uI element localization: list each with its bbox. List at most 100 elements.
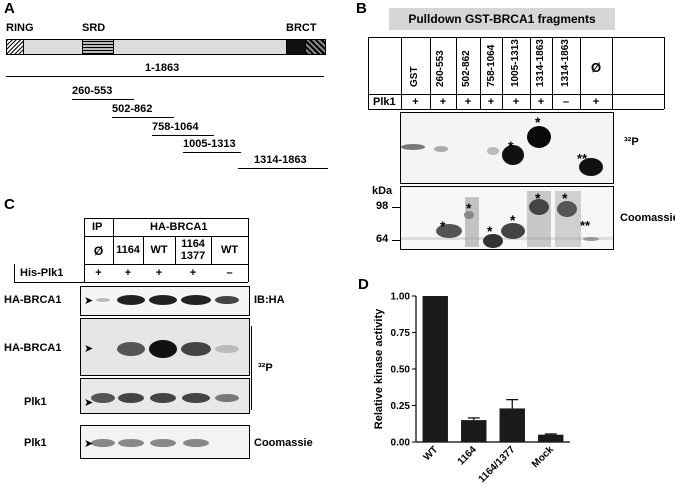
c-grid-sep — [211, 236, 212, 264]
band-arrow-icon: ➤ — [84, 397, 94, 409]
coomassie-label-c: Coomassie — [254, 437, 313, 449]
double-star-marker: ** — [577, 151, 588, 166]
lane-c-empty: Ø — [93, 244, 104, 258]
y-axis-title: Relative kinase activity — [373, 308, 385, 429]
lane-sep — [401, 37, 402, 109]
row-label-ha-brca1-ib: HA-BRCA1 — [4, 294, 62, 306]
ib-ha-blot — [80, 286, 250, 316]
fragment-line-1314-1863 — [238, 168, 328, 169]
lane-grid-mid — [368, 94, 664, 95]
lane-sep — [552, 37, 553, 109]
lane-c-1164: 1164 — [116, 244, 140, 256]
kda-label: kDa — [372, 185, 393, 197]
y-tick-label: 0.25 — [391, 401, 411, 412]
c-grid-his-left — [14, 264, 15, 282]
plk1-cell: + — [512, 96, 520, 108]
coomassie-plk1-blot-c — [80, 425, 250, 459]
ib-ha-label: IB:HA — [254, 294, 285, 306]
lane-c-wt-2: WT — [220, 244, 239, 256]
lane-grid-right — [664, 37, 665, 109]
srd-domain-label: SRD — [82, 22, 106, 34]
lane-label-empty: Ø — [591, 60, 602, 75]
lane-grid-left — [368, 37, 369, 109]
bar — [422, 296, 448, 442]
fragment-label-502-862: 502-862 — [112, 103, 153, 115]
c-grid-sep — [143, 236, 144, 264]
fragment-line-1-1863 — [6, 76, 324, 77]
lane-label-260-553: 260-553 — [435, 50, 446, 87]
brct-domain-box-1 — [286, 39, 306, 55]
autoradiograph-plk1-blot-c — [80, 378, 250, 414]
row-label-ha-brca1-32p: HA-BRCA1 — [4, 342, 62, 354]
star-marker: * — [508, 138, 514, 154]
his-plk1-label: His-Plk1 — [20, 267, 64, 279]
star-marker: * — [562, 190, 568, 206]
c-grid-bottom — [14, 282, 248, 283]
plk1-row-label: Plk1 — [373, 96, 396, 108]
band-arrow-icon: ➤ — [84, 438, 94, 450]
x-tick-label: WT — [422, 444, 441, 463]
y-tick-label: 1.00 — [391, 292, 411, 303]
fragment-label-1-1863: 1-1863 — [145, 62, 180, 74]
ha-brca1-header: HA-BRCA1 — [150, 221, 208, 233]
panel-a-label: A — [4, 0, 15, 17]
lane-sep — [612, 37, 613, 109]
his-plk1-cell: + — [95, 267, 102, 279]
lane-label-1314-1863-noplk: 1314-1863 — [560, 39, 571, 87]
lane-label-502-862: 502-862 — [461, 50, 472, 87]
c-grid-ip-sep — [113, 218, 114, 264]
lane-label-1005-1313: 1005-1313 — [510, 39, 521, 87]
plk1-cell: + — [592, 96, 600, 108]
band-arrow-icon: ➤ — [84, 295, 94, 307]
his-plk1-cell: + — [124, 267, 132, 279]
plk1-cell: + — [412, 96, 419, 108]
y-tick-label: 0.75 — [391, 328, 411, 339]
star-marker: * — [466, 200, 472, 216]
bar — [461, 420, 487, 442]
panel-d-label: D — [358, 276, 369, 293]
x-tick-label: 1164/1377 — [477, 444, 518, 485]
ring-domain-box — [6, 39, 24, 55]
brct-domain-box-2 — [305, 39, 326, 55]
plk1-cell: + — [537, 96, 545, 108]
row-label-plk1-coomassie: Plk1 — [24, 437, 47, 449]
plk1-cell: – — [562, 96, 570, 108]
lane-label-758-1064: 758-1064 — [486, 44, 497, 87]
y-tick-label: 0.50 — [391, 365, 411, 376]
lane-sep — [430, 37, 431, 109]
srd-domain-box — [82, 39, 114, 55]
fragment-line-1005-1313 — [183, 152, 241, 153]
panel-b-label: B — [356, 0, 367, 17]
x-tick-label: Mock — [530, 444, 556, 470]
plk1-cell: + — [439, 96, 447, 108]
lane-label-1314-1863: 1314-1863 — [535, 39, 546, 87]
marker-98: 98 — [376, 200, 389, 212]
c-grid-lanes-bottom — [84, 264, 248, 265]
fragment-label-1314-1863: 1314-1863 — [254, 154, 307, 166]
marker-64: 64 — [376, 233, 389, 245]
lane-c-wt: WT — [150, 244, 168, 256]
fragment-label-758-1064: 758-1064 — [152, 121, 199, 133]
star-marker: * — [487, 223, 493, 239]
ip-label: IP — [92, 221, 103, 233]
fragment-label-1005-1313: 1005-1313 — [183, 138, 236, 150]
fragment-label-260-553: 260-553 — [72, 85, 113, 97]
brct-domain-label: BRCT — [286, 22, 317, 34]
panel-c-label: C — [4, 196, 15, 213]
lane-c-1164-1377: 1164 1377 — [180, 238, 206, 262]
bar — [538, 434, 564, 442]
fragment-line-260-553 — [72, 99, 134, 100]
lane-sep — [580, 37, 581, 109]
p32-label-b: ³²P — [624, 136, 639, 148]
lane-sep — [502, 37, 503, 109]
star-marker: * — [535, 190, 541, 206]
bar — [499, 408, 525, 442]
p32-label-c: ³²P — [258, 362, 273, 374]
his-plk1-cell: + — [189, 267, 197, 279]
plk1-cell: + — [464, 96, 472, 108]
c-grid-left — [84, 218, 85, 282]
marker-tick — [392, 240, 400, 241]
band-arrow-icon: ➤ — [84, 343, 94, 355]
lane-label-gst: GST — [409, 66, 420, 87]
his-plk1-cell: + — [155, 267, 163, 279]
